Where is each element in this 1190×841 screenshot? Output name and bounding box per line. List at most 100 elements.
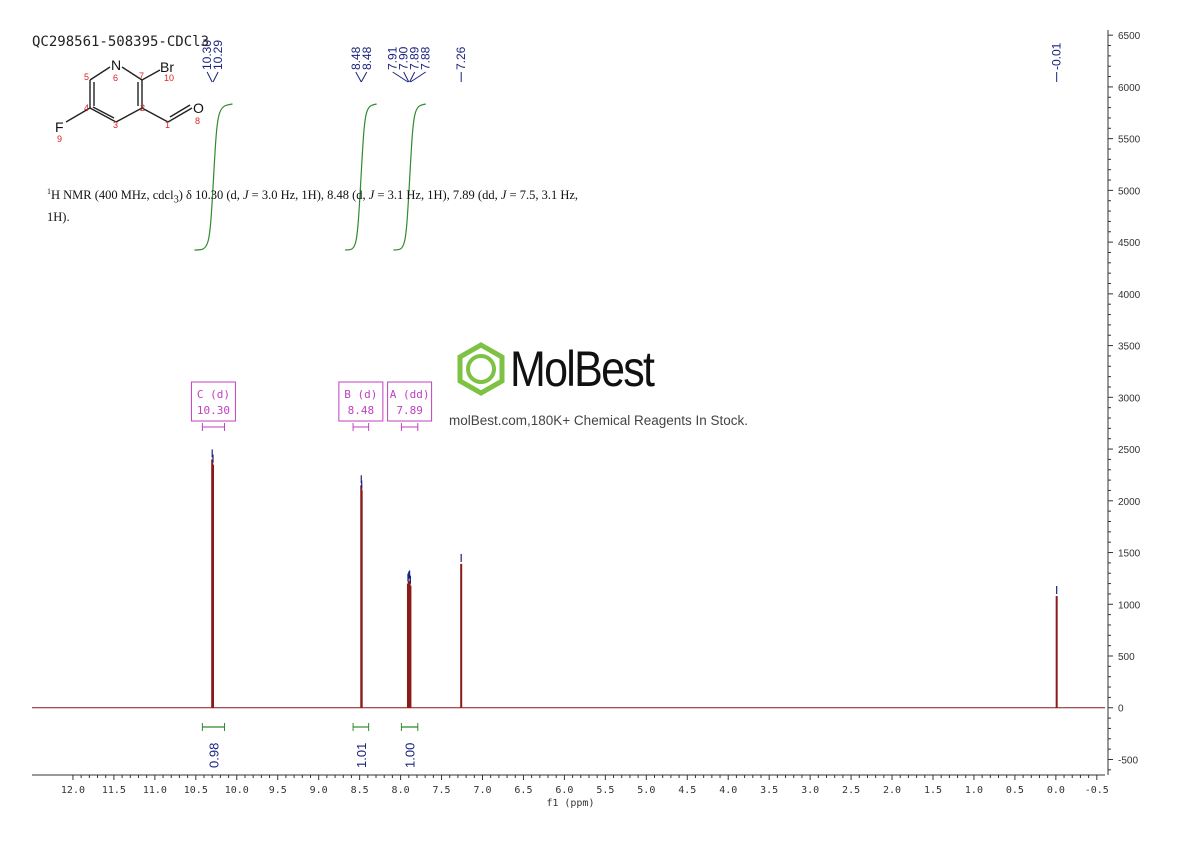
x-tick-label: 6.5 [514, 785, 532, 796]
peak-label-connector [360, 71, 368, 83]
peak-label-connector [392, 71, 409, 83]
y-tick-label: 6500 [1118, 31, 1141, 42]
atom-index-9: 9 [57, 134, 62, 144]
y-tick-label: 500 [1118, 652, 1135, 663]
x-tick-label: 3.0 [801, 785, 819, 796]
bond-5-n [89, 66, 111, 81]
integral-value: 1.00 [403, 743, 418, 768]
nmr-j-1: J [242, 188, 249, 203]
peak-label-connector [403, 71, 410, 83]
y-tick-label: 4000 [1118, 290, 1141, 301]
peak-label: 7.91 [386, 46, 400, 70]
x-tick-label: 7.5 [433, 785, 451, 796]
y-tick-label: 2000 [1118, 497, 1141, 508]
bond-7-br [141, 69, 161, 81]
bond-n-7 [121, 66, 143, 81]
atom-index-2: 2 [140, 103, 145, 113]
bond-3-4-double [92, 106, 115, 119]
multiplet-shift: 7.89 [396, 404, 423, 417]
x-tick-label: 10.0 [225, 785, 249, 796]
x-tick-label: -0.5 [1085, 785, 1109, 796]
bond-1-o-double [169, 104, 191, 118]
nmr-sub: 3 [173, 194, 179, 206]
atom-index-4: 4 [84, 103, 89, 113]
bond-1-o [167, 107, 193, 123]
nmr-text-c: = 3.0 Hz, 1H), 8.48 (d, [248, 188, 369, 203]
x-tick-label: 9.0 [310, 785, 328, 796]
bond-2-3 [115, 107, 143, 123]
multiplet-letter: C (d) [197, 388, 230, 401]
integral-curve [194, 103, 233, 251]
multiplet-shift: 10.30 [197, 404, 230, 417]
nmr-text-f: 1H). [47, 209, 70, 224]
x-tick-label: 5.0 [637, 785, 655, 796]
x-tick-label: 10.5 [184, 785, 208, 796]
y-tick-label: 3000 [1118, 393, 1141, 404]
x-tick-label: 12.0 [61, 785, 85, 796]
axes-group: 12.0 11.5 11.0 10.5 10.0 9.5 9.0 8.5 8.0 7.5 7.0 6.… [32, 30, 1141, 809]
y-tick-label: 4500 [1118, 238, 1141, 249]
spectrum-group [32, 449, 1105, 709]
bond-3-4 [89, 107, 117, 123]
atom-index-5: 5 [84, 72, 89, 82]
y-tick-label: -500 [1118, 755, 1138, 766]
integral-value: 1.01 [354, 743, 369, 768]
nmr-sup: 1 [47, 187, 51, 196]
integral-curves-group [194, 103, 426, 251]
x-tick-label: 9.5 [269, 785, 287, 796]
atom-br: Br [160, 59, 174, 75]
atom-n: N [111, 57, 121, 73]
atom-index-1: 1 [165, 120, 170, 130]
peak-label-connector [206, 71, 213, 83]
peak-label: 7.26 [454, 46, 468, 70]
nmr-text-a: H NMR (400 MHz, cdcl [51, 188, 174, 203]
y-tick-label: 6000 [1118, 83, 1141, 94]
atom-f: F [55, 119, 64, 135]
x-tick-label: 1.5 [924, 785, 942, 796]
multiplet-boxes-group: C (d) 10.30 B (d) 8.48 A (dd) 7.89 [190, 381, 433, 431]
x-tick-label: 5.5 [596, 785, 614, 796]
multiplet-letter: A (dd) [390, 388, 430, 401]
peak-label-connector [410, 71, 426, 83]
y-tick-label: 2500 [1118, 445, 1141, 456]
x-tick-label: 2.0 [883, 785, 901, 796]
x-tick-label: 7.0 [473, 785, 491, 796]
nmr-description: 1H NMR (400 MHz, cdcl3) δ 10.30 (d, J = … [47, 183, 627, 226]
molbest-logo-icon [457, 342, 505, 396]
sample-id: QC298561-508395-CDCl3 [32, 34, 210, 50]
peak-label: 8.48 [349, 46, 363, 70]
y-tick-label: 5500 [1118, 135, 1141, 146]
x-tick-label: 2.5 [842, 785, 860, 796]
y-tick-label: 5000 [1118, 186, 1141, 197]
y-tick-label: 1000 [1118, 600, 1141, 611]
multiplet-box [387, 381, 433, 422]
integral-value: 0.98 [206, 743, 221, 768]
x-tick-label: 11.5 [102, 785, 126, 796]
x-tick-label: 1.0 [965, 785, 983, 796]
peak-label: 7.88 [419, 46, 433, 70]
nmr-j-3: J [500, 188, 507, 203]
peak-label-connector [409, 71, 416, 83]
integral-curve [345, 103, 377, 251]
y-tick-label: 1500 [1118, 549, 1141, 560]
peak-label: 7.89 [408, 46, 422, 70]
nmr-j-2: J [368, 188, 375, 203]
atom-index-6: 6 [113, 73, 118, 83]
peak-label-connector [355, 71, 362, 83]
bond-2-1 [141, 107, 169, 123]
watermark-tagline: molBest.com,180K+ Chemical Reagents In S… [449, 413, 749, 428]
integrals-group: 0.98 1.01 1.00 [201, 723, 419, 768]
watermark-name: MolBest [510, 341, 655, 397]
peak-label: -0.01 [1050, 42, 1064, 70]
x-tick-label: 8.0 [392, 785, 410, 796]
multiplet-box [338, 381, 384, 422]
x-tick-label: 6.0 [555, 785, 573, 796]
x-tick-label: 0.5 [1006, 785, 1024, 796]
bond-4-f [65, 107, 91, 123]
multiplet-shift: 8.48 [348, 404, 375, 417]
peak-label-connector [212, 71, 219, 83]
molecule-structure [65, 66, 193, 123]
x-tick-label: 4.5 [678, 785, 696, 796]
